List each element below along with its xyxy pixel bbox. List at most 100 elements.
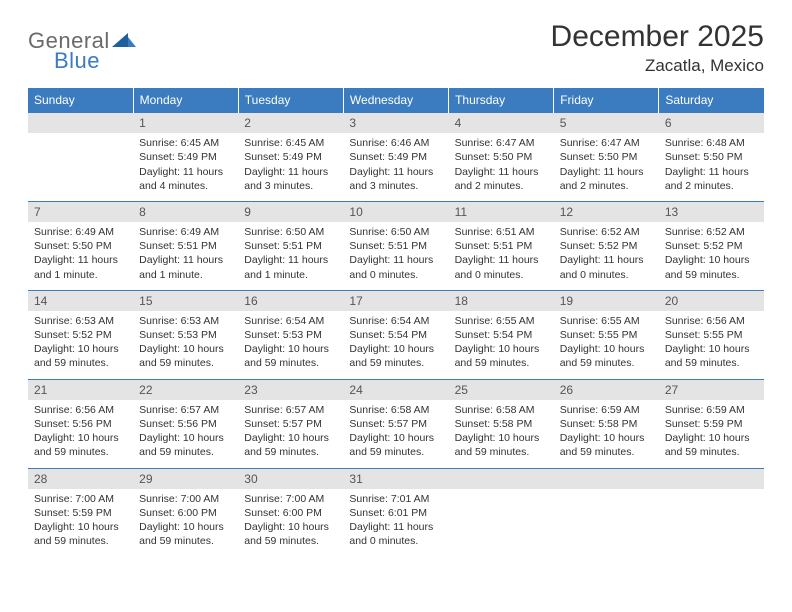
day-number: 15: [133, 291, 238, 311]
weekday-header: Sunday: [28, 88, 133, 113]
calendar-cell: 31Sunrise: 7:01 AMSunset: 6:01 PMDayligh…: [343, 468, 448, 556]
title-block: December 2025 Zacatla, Mexico: [551, 20, 764, 76]
day-number: 25: [449, 380, 554, 400]
day-number: 16: [238, 291, 343, 311]
day-number: 23: [238, 380, 343, 400]
day-details: Sunrise: 7:01 AMSunset: 6:01 PMDaylight:…: [343, 489, 448, 557]
weekday-header: Monday: [133, 88, 238, 113]
day-details: Sunrise: 6:56 AMSunset: 5:56 PMDaylight:…: [28, 400, 133, 468]
calendar-cell: 6Sunrise: 6:48 AMSunset: 5:50 PMDaylight…: [659, 113, 764, 202]
day-details: Sunrise: 6:45 AMSunset: 5:49 PMDaylight:…: [238, 133, 343, 201]
calendar-cell: 1Sunrise: 6:45 AMSunset: 5:49 PMDaylight…: [133, 113, 238, 202]
calendar-cell: 28Sunrise: 7:00 AMSunset: 5:59 PMDayligh…: [28, 468, 133, 556]
calendar-cell: 11Sunrise: 6:51 AMSunset: 5:51 PMDayligh…: [449, 201, 554, 290]
day-details: Sunrise: 6:58 AMSunset: 5:57 PMDaylight:…: [343, 400, 448, 468]
calendar-cell: 26Sunrise: 6:59 AMSunset: 5:58 PMDayligh…: [554, 379, 659, 468]
calendar-cell: 2Sunrise: 6:45 AMSunset: 5:49 PMDaylight…: [238, 113, 343, 202]
day-details: Sunrise: 6:55 AMSunset: 5:54 PMDaylight:…: [449, 311, 554, 379]
calendar-cell: 4Sunrise: 6:47 AMSunset: 5:50 PMDaylight…: [449, 113, 554, 202]
calendar-cell: 18Sunrise: 6:55 AMSunset: 5:54 PMDayligh…: [449, 290, 554, 379]
day-number: 26: [554, 380, 659, 400]
day-details: Sunrise: 6:45 AMSunset: 5:49 PMDaylight:…: [133, 133, 238, 201]
calendar-cell: [449, 468, 554, 556]
calendar-cell: 16Sunrise: 6:54 AMSunset: 5:53 PMDayligh…: [238, 290, 343, 379]
day-number: 22: [133, 380, 238, 400]
calendar-cell: 14Sunrise: 6:53 AMSunset: 5:52 PMDayligh…: [28, 290, 133, 379]
calendar-week-row: 7Sunrise: 6:49 AMSunset: 5:50 PMDaylight…: [28, 201, 764, 290]
location: Zacatla, Mexico: [551, 56, 764, 76]
day-number: 12: [554, 202, 659, 222]
calendar-cell: 15Sunrise: 6:53 AMSunset: 5:53 PMDayligh…: [133, 290, 238, 379]
day-number: 4: [449, 113, 554, 133]
calendar-cell: 12Sunrise: 6:52 AMSunset: 5:52 PMDayligh…: [554, 201, 659, 290]
day-number: 2: [238, 113, 343, 133]
calendar-cell: 9Sunrise: 6:50 AMSunset: 5:51 PMDaylight…: [238, 201, 343, 290]
calendar-week-row: 28Sunrise: 7:00 AMSunset: 5:59 PMDayligh…: [28, 468, 764, 556]
day-details: Sunrise: 6:55 AMSunset: 5:55 PMDaylight:…: [554, 311, 659, 379]
day-details: Sunrise: 6:59 AMSunset: 5:58 PMDaylight:…: [554, 400, 659, 468]
calendar-cell: 5Sunrise: 6:47 AMSunset: 5:50 PMDaylight…: [554, 113, 659, 202]
day-number: 31: [343, 469, 448, 489]
day-number: 17: [343, 291, 448, 311]
empty-daynum: [554, 469, 659, 489]
empty-body: [449, 489, 554, 514]
weekday-header: Tuesday: [238, 88, 343, 113]
day-details: Sunrise: 6:47 AMSunset: 5:50 PMDaylight:…: [554, 133, 659, 201]
weekday-header: Friday: [554, 88, 659, 113]
day-details: Sunrise: 6:48 AMSunset: 5:50 PMDaylight:…: [659, 133, 764, 201]
calendar-cell: 20Sunrise: 6:56 AMSunset: 5:55 PMDayligh…: [659, 290, 764, 379]
day-details: Sunrise: 6:52 AMSunset: 5:52 PMDaylight:…: [659, 222, 764, 290]
day-details: Sunrise: 7:00 AMSunset: 5:59 PMDaylight:…: [28, 489, 133, 557]
day-details: Sunrise: 6:57 AMSunset: 5:56 PMDaylight:…: [133, 400, 238, 468]
calendar-week-row: 1Sunrise: 6:45 AMSunset: 5:49 PMDaylight…: [28, 113, 764, 202]
calendar-cell: 22Sunrise: 6:57 AMSunset: 5:56 PMDayligh…: [133, 379, 238, 468]
calendar-week-row: 21Sunrise: 6:56 AMSunset: 5:56 PMDayligh…: [28, 379, 764, 468]
day-number: 27: [659, 380, 764, 400]
day-number: 18: [449, 291, 554, 311]
day-details: Sunrise: 6:50 AMSunset: 5:51 PMDaylight:…: [343, 222, 448, 290]
logo-word-blue: Blue: [54, 48, 100, 73]
day-details: Sunrise: 6:51 AMSunset: 5:51 PMDaylight:…: [449, 222, 554, 290]
day-number: 14: [28, 291, 133, 311]
day-details: Sunrise: 6:47 AMSunset: 5:50 PMDaylight:…: [449, 133, 554, 201]
weekday-header: Saturday: [659, 88, 764, 113]
day-number: 1: [133, 113, 238, 133]
empty-daynum: [449, 469, 554, 489]
day-details: Sunrise: 6:53 AMSunset: 5:53 PMDaylight:…: [133, 311, 238, 379]
calendar-cell: 21Sunrise: 6:56 AMSunset: 5:56 PMDayligh…: [28, 379, 133, 468]
empty-daynum: [28, 113, 133, 133]
day-number: 6: [659, 113, 764, 133]
calendar-cell: 7Sunrise: 6:49 AMSunset: 5:50 PMDaylight…: [28, 201, 133, 290]
day-details: Sunrise: 6:46 AMSunset: 5:49 PMDaylight:…: [343, 133, 448, 201]
month-title: December 2025: [551, 20, 764, 54]
day-details: Sunrise: 6:49 AMSunset: 5:50 PMDaylight:…: [28, 222, 133, 290]
calendar-cell: 27Sunrise: 6:59 AMSunset: 5:59 PMDayligh…: [659, 379, 764, 468]
logo-triangle-icon: [112, 31, 136, 52]
calendar-cell: 29Sunrise: 7:00 AMSunset: 6:00 PMDayligh…: [133, 468, 238, 556]
calendar-cell: 25Sunrise: 6:58 AMSunset: 5:58 PMDayligh…: [449, 379, 554, 468]
day-details: Sunrise: 6:50 AMSunset: 5:51 PMDaylight:…: [238, 222, 343, 290]
day-details: Sunrise: 6:54 AMSunset: 5:54 PMDaylight:…: [343, 311, 448, 379]
day-number: 11: [449, 202, 554, 222]
day-details: Sunrise: 6:59 AMSunset: 5:59 PMDaylight:…: [659, 400, 764, 468]
day-details: Sunrise: 6:58 AMSunset: 5:58 PMDaylight:…: [449, 400, 554, 468]
calendar-header-row: Sunday Monday Tuesday Wednesday Thursday…: [28, 88, 764, 113]
day-details: Sunrise: 6:53 AMSunset: 5:52 PMDaylight:…: [28, 311, 133, 379]
day-number: 19: [554, 291, 659, 311]
day-number: 9: [238, 202, 343, 222]
day-number: 20: [659, 291, 764, 311]
calendar-cell: [554, 468, 659, 556]
day-number: 30: [238, 469, 343, 489]
day-number: 5: [554, 113, 659, 133]
calendar-cell: 8Sunrise: 6:49 AMSunset: 5:51 PMDaylight…: [133, 201, 238, 290]
day-number: 28: [28, 469, 133, 489]
calendar-cell: 17Sunrise: 6:54 AMSunset: 5:54 PMDayligh…: [343, 290, 448, 379]
day-number: 13: [659, 202, 764, 222]
day-number: 29: [133, 469, 238, 489]
calendar-body: 1Sunrise: 6:45 AMSunset: 5:49 PMDaylight…: [28, 113, 764, 557]
calendar-cell: 24Sunrise: 6:58 AMSunset: 5:57 PMDayligh…: [343, 379, 448, 468]
day-details: Sunrise: 6:54 AMSunset: 5:53 PMDaylight:…: [238, 311, 343, 379]
day-details: Sunrise: 7:00 AMSunset: 6:00 PMDaylight:…: [238, 489, 343, 557]
calendar-cell: 10Sunrise: 6:50 AMSunset: 5:51 PMDayligh…: [343, 201, 448, 290]
calendar-cell: 13Sunrise: 6:52 AMSunset: 5:52 PMDayligh…: [659, 201, 764, 290]
